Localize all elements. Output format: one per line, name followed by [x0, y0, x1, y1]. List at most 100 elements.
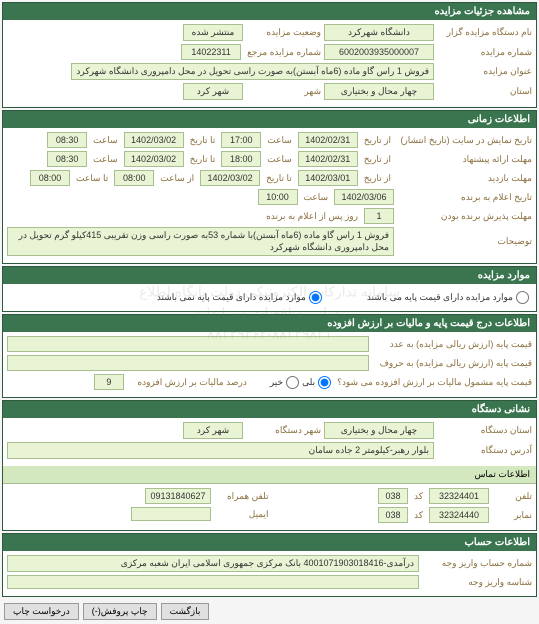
- label-time-2: ساعت: [90, 135, 121, 146]
- print-button[interactable]: درخواست چاپ: [4, 603, 79, 620]
- label-announce: تاریخ اعلام به برنده: [397, 192, 532, 203]
- field-price-text: [7, 355, 369, 371]
- label-time-4: ساعت: [90, 154, 121, 165]
- label-auction-no: شماره مزایده: [437, 47, 532, 58]
- label-ref-no: شماره مزایده مرجع: [244, 47, 321, 58]
- label-deposit-id: شناسه واریز وجه: [422, 577, 532, 588]
- label-email: ایمیل: [214, 509, 269, 520]
- label-price-text: قیمت پایه (ارزش ریالی مزایده) به حروف: [372, 358, 532, 369]
- label-to-1: تا تاریخ: [187, 135, 219, 146]
- field-province: چهار محال و بختیاری: [324, 83, 434, 100]
- label-org-city: شهر دستگاه: [246, 425, 321, 436]
- field-account-no: درآمدی-4001071903018416 بانک مرکزی جمهور…: [7, 555, 419, 572]
- radio-vat-yes[interactable]: بلی: [302, 376, 331, 389]
- radio-no-base-input[interactable]: [309, 291, 322, 304]
- field-visit-from: 1402/03/01: [298, 170, 358, 186]
- field-publish-from-time: 17:00: [221, 132, 261, 148]
- radio-vat-yes-input[interactable]: [318, 376, 331, 389]
- label-from-1: از تاریخ: [361, 135, 394, 146]
- label-account-no: شماره حساب واریز وجه: [422, 558, 532, 569]
- field-proposal-to-time: 08:30: [47, 151, 87, 167]
- label-phone-code: کد: [411, 491, 426, 502]
- field-ref-no: 14022311: [181, 44, 241, 60]
- field-proposal-from-time: 18:00: [221, 151, 261, 167]
- field-publish-to: 1402/03/02: [124, 132, 184, 148]
- label-status: وضعیت مزایده: [246, 27, 321, 38]
- field-org-address: بلوار رهبر-کیلومتر 2 جاده سامان: [7, 442, 434, 459]
- field-announce-time: 10:00: [258, 189, 298, 205]
- footer-buttons: بازگشت چاپ پروفش(-) درخواست چاپ: [0, 599, 539, 624]
- label-winner-accept: مهلت پذیرش برنده بودن: [397, 211, 532, 222]
- field-deposit-id: [7, 575, 419, 589]
- label-proposal: مهلت ارائه پیشنهاد: [397, 154, 532, 165]
- radio-no-base[interactable]: موارد مزایده دارای قیمت پایه نمی باشند: [157, 291, 322, 304]
- section-auction-details: مشاهده جزئیات مزایده نام دستگاه مزایده گ…: [2, 2, 537, 108]
- field-phone-code: 038: [378, 488, 408, 504]
- section-auction-items: موارد مزایده موارد مزایده دارای قیمت پای…: [2, 266, 537, 312]
- section-header-base-price: اطلاعات درج قیمت پایه و مالیات بر ارزش ا…: [3, 315, 536, 332]
- label-vat-q: قیمت پایه مشمول مالیات بر ارزش افزوده می…: [334, 377, 532, 388]
- section-header-items: موارد مزایده: [3, 267, 536, 284]
- field-org-province: چهار محال و بختیاری: [324, 422, 434, 439]
- field-desc: فروش 1 راس گاو ماده (6ماه آبستن)با شماره…: [7, 227, 394, 256]
- label-days-after: روز پس از اعلام به برنده: [263, 211, 361, 222]
- field-publish-to-time: 08:30: [47, 132, 87, 148]
- section-header-org: نشانی دستگاه: [3, 401, 536, 418]
- field-email: [131, 507, 211, 521]
- radio-vat-no-input[interactable]: [286, 376, 299, 389]
- contact-header: اطلاعات تماس: [3, 466, 536, 484]
- field-publish-from: 1402/02/31: [298, 132, 358, 148]
- field-winner-accept: 1: [364, 208, 394, 224]
- section-account: اطلاعات حساب شماره حساب واریز وجه درآمدی…: [2, 533, 537, 597]
- field-vat-pct: 9: [94, 374, 124, 390]
- label-org-name: نام دستگاه مزایده گزار: [437, 27, 532, 38]
- label-from-2: از تاریخ: [361, 154, 394, 165]
- field-org-name: دانشگاه شهرکرد: [324, 24, 434, 41]
- radio-vat-no[interactable]: خیر: [270, 376, 299, 389]
- field-auction-no: 6002003935000007: [324, 44, 434, 60]
- radio-has-base-input[interactable]: [516, 291, 529, 304]
- field-price-num: [7, 336, 369, 352]
- field-phone: 32324401: [429, 488, 489, 504]
- label-to-2: تا تاریخ: [187, 154, 219, 165]
- label-from-time: از ساعت: [157, 173, 197, 184]
- field-visit-to: 1402/03/02: [200, 170, 260, 186]
- field-visit-to-time: 08:00: [30, 170, 70, 186]
- label-phone: تلفن: [492, 491, 532, 502]
- radio-vat-yes-label: بلی: [302, 377, 315, 388]
- label-visit: مهلت بازدید: [397, 173, 532, 184]
- field-mobile: 09131840627: [145, 488, 210, 504]
- field-proposal-to: 1402/03/02: [124, 151, 184, 167]
- section-org-info: نشانی دستگاه استان دستگاه چهار محال و بخ…: [2, 400, 537, 531]
- label-city: شهر: [246, 86, 321, 97]
- field-announce-date: 1402/03/06: [334, 189, 394, 205]
- field-city: شهر کرد: [183, 83, 243, 100]
- section-header-timing: اطلاعات زمانی: [3, 111, 536, 128]
- label-org-address: آدرس دستگاه: [437, 445, 532, 456]
- field-proposal-from: 1402/02/31: [298, 151, 358, 167]
- back-button[interactable]: بازگشت: [161, 603, 210, 620]
- label-mobile: تلفن همراه: [214, 491, 269, 502]
- label-to-3: تا تاریخ: [263, 173, 295, 184]
- field-subject: فروش 1 راس گاو ماده (6ماه آبستن)به صورت …: [71, 63, 434, 80]
- label-time-5: ساعت: [301, 192, 332, 203]
- preview-button[interactable]: چاپ پروفش(-): [83, 603, 157, 620]
- label-subject: عنوان مزایده: [437, 66, 532, 77]
- section-base-price: اطلاعات درج قیمت پایه و مالیات بر ارزش ا…: [2, 314, 537, 398]
- radio-no-base-label: موارد مزایده دارای قیمت پایه نمی باشند: [157, 292, 306, 303]
- section-header-account: اطلاعات حساب: [3, 534, 536, 551]
- radio-has-base[interactable]: موارد مزایده دارای قیمت پایه می باشند: [367, 291, 529, 304]
- label-time-3: ساعت: [264, 154, 295, 165]
- label-time-1: ساعت: [264, 135, 295, 146]
- field-status: منتشر شده: [183, 24, 243, 41]
- label-org-province: استان دستگاه: [437, 425, 532, 436]
- label-publish: تاریخ نمایش در سایت (تاریخ انتشار): [397, 135, 532, 146]
- radio-has-base-label: موارد مزایده دارای قیمت پایه می باشند: [367, 292, 513, 303]
- label-fax-code: کد: [411, 510, 426, 521]
- field-org-city: شهر کرد: [183, 422, 243, 439]
- label-from-3: از تاریخ: [361, 173, 394, 184]
- field-visit-from-time: 08:00: [114, 170, 154, 186]
- section-timing: اطلاعات زمانی تاریخ نمایش در سایت (تاریخ…: [2, 110, 537, 264]
- field-fax-code: 038: [378, 507, 408, 523]
- radio-vat-no-label: خیر: [270, 377, 283, 388]
